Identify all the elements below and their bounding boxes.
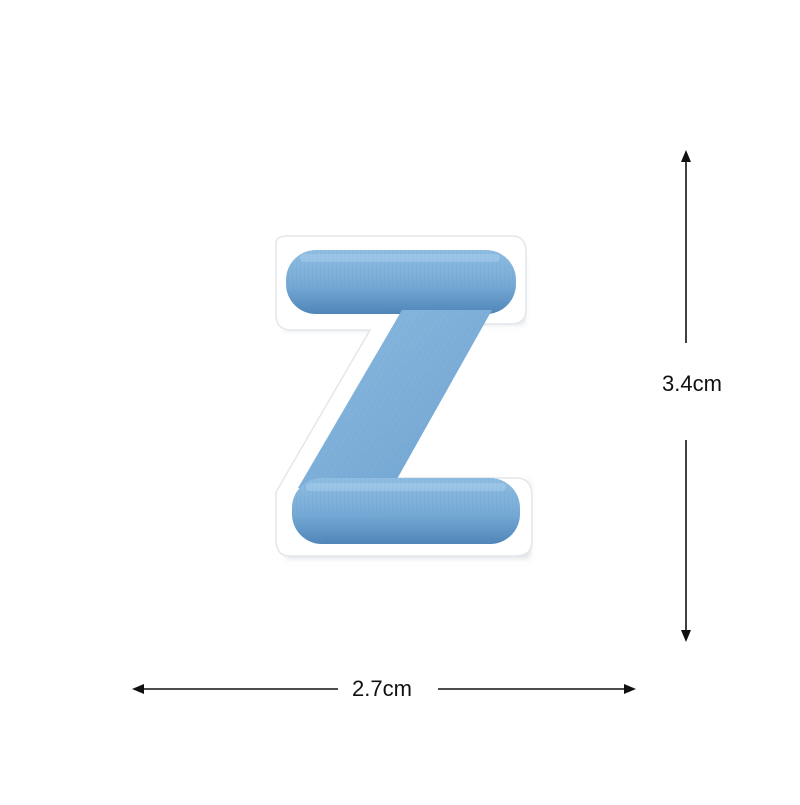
arrow-left-icon xyxy=(132,684,144,694)
width-dimension xyxy=(132,684,636,694)
arrow-up-icon xyxy=(681,150,691,162)
arrow-right-icon xyxy=(624,684,636,694)
letter-z-top-bar xyxy=(286,250,516,314)
letter-z-bottom-bar xyxy=(292,478,520,544)
width-label: 2.7cm xyxy=(352,676,412,702)
height-dimension xyxy=(681,150,691,642)
arrow-down-icon xyxy=(681,630,691,642)
letter-z-diagonal xyxy=(298,310,492,488)
height-label: 3.4cm xyxy=(662,371,722,397)
